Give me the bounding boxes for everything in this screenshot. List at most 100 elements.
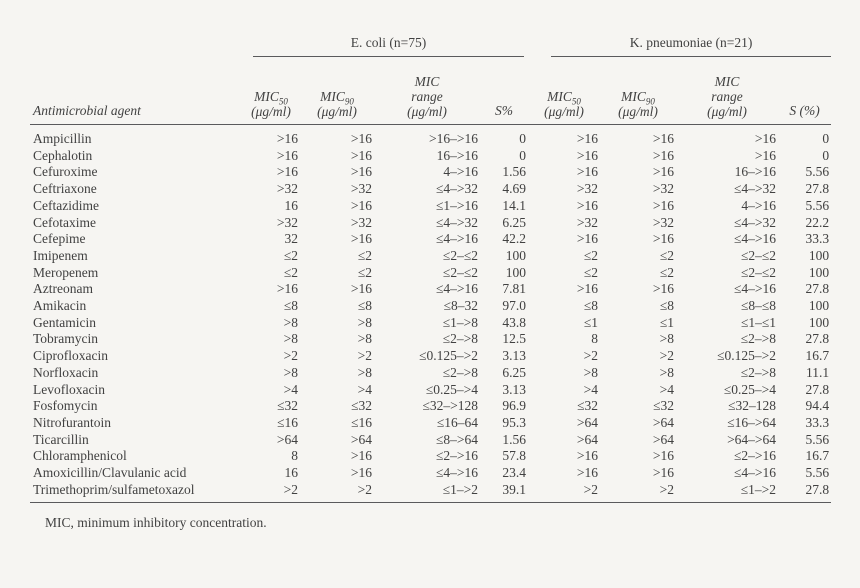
column-header-kp-mic50: MIC50 (μg/ml) xyxy=(528,57,601,125)
table-row: Cefotaxime >32 >32 ≤4–>32 6.25 >32 >32 ≤… xyxy=(30,215,831,232)
kp-s-cell: 22.2 xyxy=(805,214,830,230)
ec-range-cell: ≤16–64 xyxy=(436,414,478,430)
column-header-ec-mic50: MIC50 (μg/ml) xyxy=(242,57,300,125)
range-unit: (μg/ml) xyxy=(707,103,747,119)
table-row: Chloramphenicol 8 >16 ≤2–>16 57.8 >16 >1… xyxy=(30,448,831,465)
ec-range-cell: ≤0.25–>4 xyxy=(425,381,478,397)
kp-s-cell: 27.8 xyxy=(805,381,830,397)
ec-range-cell: ≤4–>16 xyxy=(435,231,478,247)
kp-s-cell: 27.8 xyxy=(805,281,830,297)
ec-s-cell: 96.9 xyxy=(502,398,527,414)
kp-s-cell: 5.56 xyxy=(805,465,830,481)
column-header-kp-mic90: MIC90 (μg/ml) xyxy=(600,57,677,125)
ec-range-cell: ≤2–>8 xyxy=(442,364,478,380)
ec-s-cell: 14.1 xyxy=(502,197,527,213)
agent-cell: Nitrofurantoin xyxy=(33,414,111,430)
ec-mic90-cell: >16 xyxy=(350,281,372,297)
kp-s-cell: 16.7 xyxy=(805,448,830,464)
kp-s-cell: 0 xyxy=(822,131,830,146)
kp-mic50-cell: >16 xyxy=(576,147,599,163)
mic-table: E. coli (n=75) K. pneumoniae (n=21) Anti… xyxy=(30,30,832,504)
ec-mic50-cell: >8 xyxy=(283,364,298,380)
table-row: Levofloxacin >4 >4 ≤0.25–>4 3.13 >4 >4 ≤… xyxy=(30,382,831,399)
ec-range-cell: ≤8–32 xyxy=(443,298,478,314)
ec-mic90-cell: >16 xyxy=(350,465,372,481)
ec-mic50-cell: >8 xyxy=(283,331,298,347)
kp-range-cell: 16–>16 xyxy=(734,164,777,180)
column-header-kp-s: S (%) xyxy=(778,57,832,125)
kp-mic50-cell: >2 xyxy=(528,481,601,504)
ec-mic90-cell: >2 xyxy=(300,481,374,504)
kp-mic50-cell: >16 xyxy=(576,164,599,180)
agent-cell: Meropenem xyxy=(33,264,99,280)
ec-mic90-cell: >4 xyxy=(357,381,372,397)
ec-range-cell: ≤2–≤2 xyxy=(442,264,478,280)
ec-range-cell: ≤1–>8 xyxy=(442,314,478,330)
agent-cell: Aztreonam xyxy=(33,281,93,297)
ec-mic50-cell: ≤2 xyxy=(283,247,298,263)
kp-range-cell: ≤16–>64 xyxy=(727,414,777,430)
kp-mic90-cell: ≤32 xyxy=(653,398,675,414)
ec-s-cell: 97.0 xyxy=(502,298,527,314)
range-label-2: range xyxy=(711,88,743,104)
kp-range-cell: ≤0.25–>4 xyxy=(723,381,777,397)
ec-mic50-cell: >16 xyxy=(276,147,298,163)
agent-cell: Trimethoprim/sulfametoxazol xyxy=(30,481,242,504)
ec-mic50-cell: >2 xyxy=(283,348,298,364)
agent-cell: Ticarcillin xyxy=(33,431,89,447)
mic50-unit: (μg/ml) xyxy=(251,103,291,119)
kp-mic90-cell: >32 xyxy=(652,214,675,230)
column-header-ec-mic90: MIC90 (μg/ml) xyxy=(300,57,374,125)
ec-mic90-cell: >8 xyxy=(357,331,372,347)
kp-mic50-cell: >16 xyxy=(576,131,599,146)
kp-mic50-cell: ≤2 xyxy=(583,264,599,280)
ec-range-cell: ≤4–>16 xyxy=(435,465,478,481)
ec-mic90-cell: >2 xyxy=(357,348,372,364)
kp-mic50-cell: >64 xyxy=(576,431,599,447)
ec-mic50-cell: >16 xyxy=(276,281,298,297)
kp-mic90-cell: >16 xyxy=(652,448,675,464)
kp-range-cell: ≤4–>16 xyxy=(734,281,777,297)
ec-s-cell: 12.5 xyxy=(502,331,527,347)
agent-cell: Amoxicillin/Clavulanic acid xyxy=(33,465,187,481)
ec-mic90-cell: >64 xyxy=(350,431,372,447)
ec-s-cell: 23.4 xyxy=(502,465,527,481)
table-row: Ticarcillin >64 >64 ≤8–>64 1.56 >64 >64 … xyxy=(30,432,831,449)
table-row: Cephalotin >16 >16 16–>16 0 >16 >16 >16 … xyxy=(30,148,831,165)
column-header-ec-s: S% xyxy=(480,57,529,125)
group-label-kpneumoniae: K. pneumoniae (n=21) xyxy=(551,35,832,57)
ec-s-cell: 95.3 xyxy=(502,414,527,430)
kp-range-cell: ≤4–>32 xyxy=(734,214,777,230)
agent-cell: Cefuroxime xyxy=(33,164,98,180)
ec-s-cell: 42.2 xyxy=(502,231,527,247)
ec-mic90-cell: >16 xyxy=(350,131,372,146)
kp-mic90-cell: >16 xyxy=(652,465,675,481)
kp-range-cell: >16 xyxy=(754,147,777,163)
kp-mic90-cell: >64 xyxy=(652,414,675,430)
ec-mic90-cell: >32 xyxy=(350,214,372,230)
group-header-row: E. coli (n=75) K. pneumoniae (n=21) xyxy=(30,30,832,57)
agent-cell: Chloramphenicol xyxy=(33,448,127,464)
agent-cell: Ceftriaxone xyxy=(33,181,97,197)
ec-range-cell: ≤32–>128 xyxy=(422,398,478,414)
table-head: E. coli (n=75) K. pneumoniae (n=21) Anti… xyxy=(30,30,832,125)
agent-cell: Cefepime xyxy=(33,231,86,247)
kp-range-cell: ≤2–>8 xyxy=(740,364,777,380)
ec-mic90-cell: >8 xyxy=(357,314,372,330)
kp-mic90-cell: >16 xyxy=(652,197,675,213)
kp-s-cell: 16.7 xyxy=(805,348,830,364)
ec-s-cell: 39.1 xyxy=(480,481,529,504)
table-row: Imipenem ≤2 ≤2 ≤2–≤2 100 ≤2 ≤2 ≤2–≤2 100 xyxy=(30,248,831,265)
ec-s-cell: 1.56 xyxy=(502,431,527,447)
kp-s-cell: 100 xyxy=(808,314,830,330)
ec-mic50-cell: ≤32 xyxy=(277,398,298,414)
ec-range-cell: ≤2–>16 xyxy=(435,448,478,464)
kp-mic90-cell: >8 xyxy=(659,364,675,380)
s-label: S (%) xyxy=(789,103,820,118)
column-header-kp-range: MIC range (μg/ml) xyxy=(676,57,779,125)
kp-mic50-cell: ≤2 xyxy=(583,247,599,263)
ec-mic50-cell: 8 xyxy=(291,448,298,464)
ec-mic50-cell: >8 xyxy=(283,314,298,330)
ec-mic50-cell: ≤16 xyxy=(277,414,298,430)
kp-range-cell: ≤4–>16 xyxy=(734,231,777,247)
